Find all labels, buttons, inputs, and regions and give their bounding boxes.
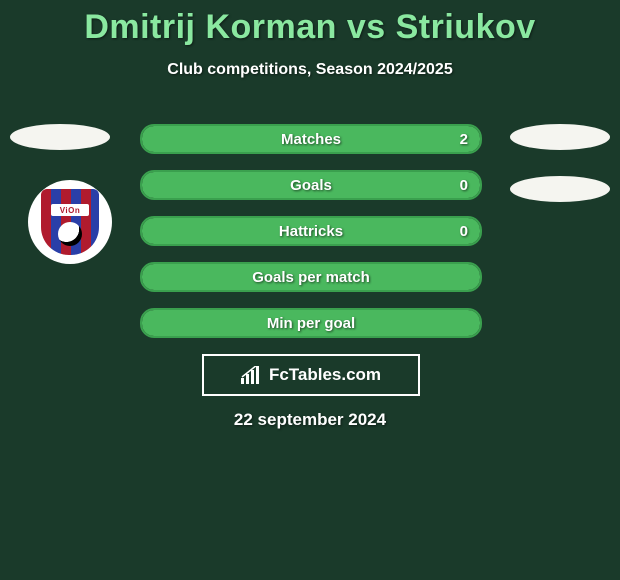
right-player-placeholder-1 xyxy=(510,124,610,150)
chart-icon xyxy=(241,366,263,384)
club-badge-label: ViOn xyxy=(51,204,89,216)
stat-label: Goals per match xyxy=(142,264,480,290)
date-line: 22 september 2024 xyxy=(0,410,620,430)
page-title: Dmitrij Korman vs Striukov xyxy=(0,0,620,47)
stat-bars: Matches2Goals0Hattricks0Goals per matchM… xyxy=(140,124,482,354)
soccer-ball-icon xyxy=(58,222,82,246)
stat-label: Hattricks xyxy=(142,218,480,244)
right-player-placeholder-2 xyxy=(510,176,610,202)
stat-label: Matches xyxy=(142,126,480,152)
club-shield: ViOn xyxy=(41,189,99,255)
stat-value: 0 xyxy=(460,218,468,244)
club-logo: ViOn xyxy=(28,180,112,264)
brand-text: FcTables.com xyxy=(269,365,381,385)
left-player-placeholder xyxy=(10,124,110,150)
stat-value: 0 xyxy=(460,172,468,198)
stat-row: Goals0 xyxy=(140,170,482,200)
stat-row: Hattricks0 xyxy=(140,216,482,246)
stat-label: Min per goal xyxy=(142,310,480,336)
page-subtitle: Club competitions, Season 2024/2025 xyxy=(0,61,620,79)
stat-row: Goals per match xyxy=(140,262,482,292)
stat-row: Matches2 xyxy=(140,124,482,154)
stat-row: Min per goal xyxy=(140,308,482,338)
stat-label: Goals xyxy=(142,172,480,198)
brand-box: FcTables.com xyxy=(202,354,420,396)
stat-value: 2 xyxy=(460,126,468,152)
